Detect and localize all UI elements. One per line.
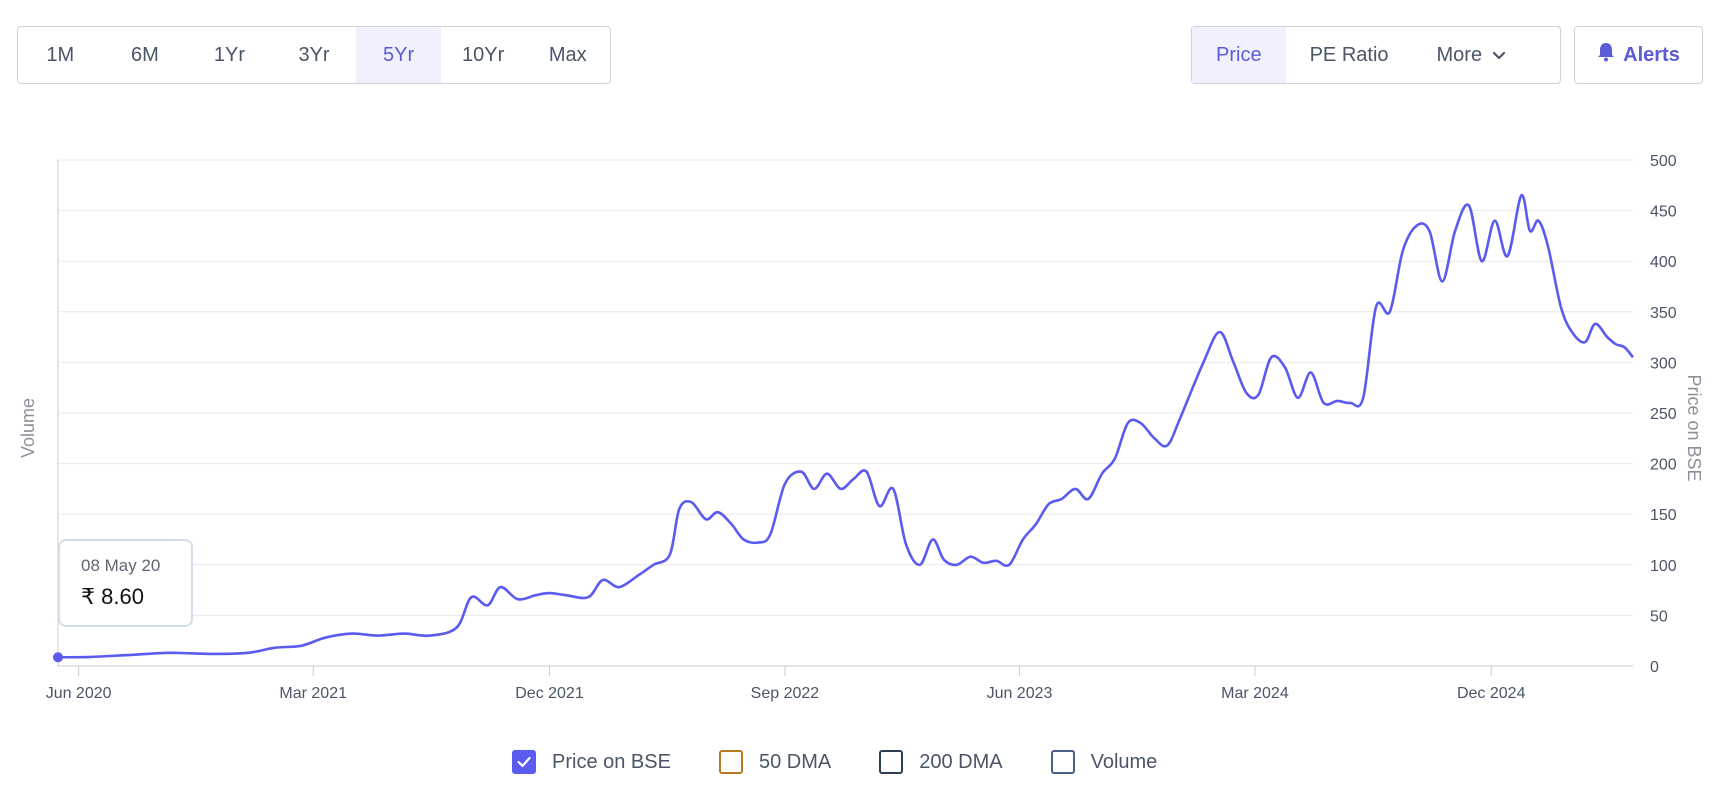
y-axis-right-title: Price on BSE: [1684, 374, 1704, 481]
y-tick-label: 500: [1650, 153, 1677, 170]
range-selector: 1M 6M 1Yr 3Yr 5Yr 10Yr Max: [17, 26, 611, 84]
range-5yr-button[interactable]: 5Yr: [356, 27, 441, 83]
x-axis: Jun 2020 Mar 2021 Dec 2021 Sep 2022 Jun 2023…: [46, 666, 1526, 702]
checkbox-checked-icon[interactable]: [512, 750, 536, 774]
alerts-button[interactable]: Alerts: [1574, 26, 1703, 84]
alerts-label: Alerts: [1623, 43, 1680, 66]
chevron-down-icon: [1492, 44, 1506, 67]
y-tick-label: 50: [1650, 608, 1668, 625]
range-3yr-button[interactable]: 3Yr: [298, 43, 330, 66]
chart-grid: [58, 159, 1633, 667]
hover-marker: [53, 652, 63, 663]
y-tick-label: 300: [1650, 355, 1677, 372]
x-tick-label: Jun 2023: [987, 685, 1053, 702]
series-line-price-on-bse: [57, 194, 1635, 659]
legend-label: Price on BSE: [552, 750, 671, 773]
y-tick-label: 100: [1650, 558, 1677, 575]
metric-selector: Price PE Ratio More: [1191, 26, 1561, 84]
range-max-button[interactable]: Max: [548, 43, 587, 66]
legend-label: 50 DMA: [758, 750, 832, 773]
legend-200-dma[interactable]: 200 DMA: [879, 750, 1003, 774]
y-tick-label: 450: [1650, 204, 1677, 221]
y-tick-label: 0: [1650, 659, 1659, 676]
chart-legend: Price on BSE 50 DMA 200 DMA Volume: [512, 750, 1205, 774]
chart-tooltip: 08 May 20 ₹ 8.60: [58, 539, 193, 627]
bell-icon: [1597, 42, 1615, 68]
legend-price-on-bse[interactable]: Price on BSE: [512, 750, 671, 774]
legend-volume[interactable]: Volume: [1050, 750, 1158, 774]
x-tick-label: Mar 2024: [1221, 685, 1289, 702]
y-axis-left-title: Volume: [18, 398, 38, 458]
x-tick-label: Dec 2021: [515, 685, 584, 702]
x-tick-label: Jun 2020: [46, 685, 112, 702]
y-tick-label: 400: [1650, 254, 1677, 271]
y-tick-label: 200: [1650, 457, 1677, 474]
x-tick-label: Mar 2021: [279, 685, 347, 702]
more-label: More: [1436, 43, 1483, 66]
y-tick-label: 350: [1650, 305, 1677, 322]
tooltip-date: 08 May 20: [81, 556, 161, 575]
pe-ratio-button[interactable]: PE Ratio: [1309, 43, 1389, 66]
checkbox-icon[interactable]: [718, 750, 743, 774]
legend-50-dma[interactable]: 50 DMA: [718, 750, 832, 774]
checkbox-icon[interactable]: [1050, 750, 1075, 774]
y-tick-label: 150: [1650, 507, 1677, 524]
price-chart: 0 50 100 150 200 250 300 350 400 450 500 Jun 2020 M…: [18, 153, 1704, 702]
range-6m-button[interactable]: 6M: [130, 43, 159, 66]
legend-label: 200 DMA: [919, 750, 1003, 773]
range-1m-button[interactable]: 1M: [46, 43, 75, 66]
range-1yr-button[interactable]: 1Yr: [213, 43, 245, 66]
x-tick-label: Dec 2024: [1457, 685, 1526, 702]
more-button[interactable]: More: [1413, 27, 1531, 83]
x-tick-label: Sep 2022: [751, 685, 820, 702]
range-10yr-button[interactable]: 10Yr: [462, 43, 505, 66]
tooltip-value: ₹ 8.60: [81, 584, 144, 609]
price-button[interactable]: Price: [1192, 27, 1286, 83]
checkbox-icon[interactable]: [879, 750, 904, 774]
legend-label: Volume: [1090, 750, 1158, 773]
y-tick-label: 250: [1650, 406, 1677, 423]
y-axis: 0 50 100 150 200 250 300 350 400 450 500: [1650, 153, 1677, 676]
